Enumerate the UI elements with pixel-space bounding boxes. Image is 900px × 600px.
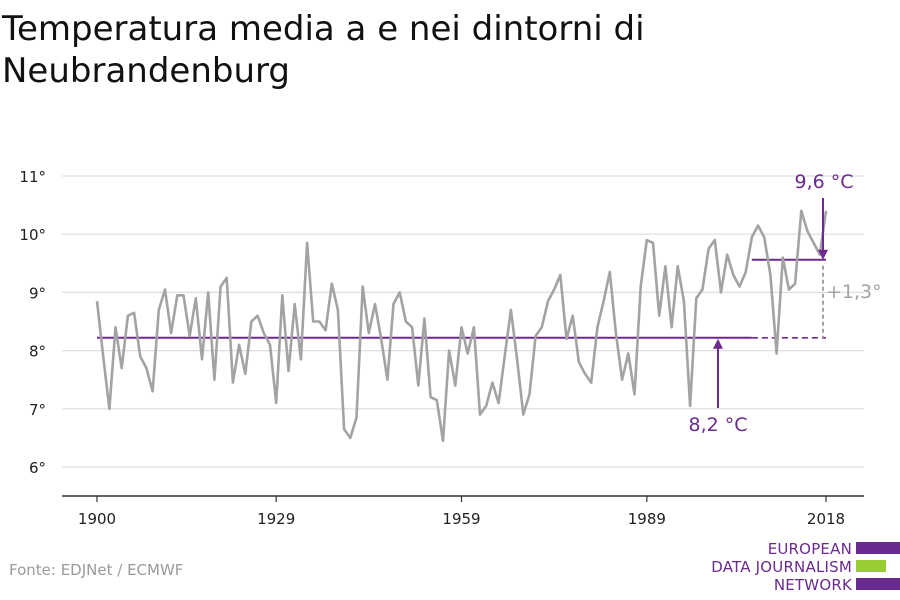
y-axis-ticks: 6° 7° 8° 9° 10° 11°	[19, 168, 46, 477]
logo-bar-purple-top	[856, 542, 900, 554]
logo-bar-purple-bottom	[856, 578, 900, 590]
annotation-mean-new: 9,6 °C	[794, 171, 853, 193]
x-tick-label: 1959	[442, 510, 480, 528]
x-tick-label: 2018	[807, 510, 845, 528]
y-tick-label: 8°	[29, 343, 46, 361]
y-tick-label: 7°	[29, 401, 46, 419]
temperature-series-line	[95, 209, 828, 443]
annotation-mean-old: 8,2 °C	[688, 414, 747, 436]
y-tick-label: 9°	[29, 284, 46, 302]
arrow-head-old	[713, 338, 723, 349]
y-tick-label: 6°	[29, 459, 46, 477]
logo-text-line-1: EUROPEAN	[767, 540, 852, 558]
logo-text-line-2: DATA JOURNALISM	[711, 558, 852, 576]
x-tick-label: 1900	[78, 510, 116, 528]
logo-bar-green	[856, 560, 886, 572]
x-tick-label: 1929	[257, 510, 295, 528]
grid-lines	[62, 175, 864, 468]
annotation-delta: +1,3°	[826, 281, 882, 303]
y-tick-label: 10°	[19, 226, 46, 244]
x-tick-label: 1989	[628, 510, 666, 528]
arrow-head-new	[818, 249, 828, 260]
page-title: Temperatura media a e nei dintorni di Ne…	[2, 8, 862, 92]
reference-lines	[97, 258, 826, 339]
edjnet-logo: EUROPEAN DATA JOURNALISM NETWORK	[700, 538, 900, 598]
y-tick-label: 11°	[19, 168, 46, 186]
title-line-1: Temperatura media a e nei dintorni di	[2, 9, 645, 49]
title-line-2: Neubrandenburg	[2, 51, 290, 91]
x-axis: 1900 1929 1959 1989 2018	[62, 495, 864, 528]
annotations: 9,6 °C 8,2 °C +1,3°	[688, 171, 881, 436]
logo-text-line-3: NETWORK	[773, 576, 852, 594]
source-credit: Fonte: EDJNet / ECMWF	[9, 561, 184, 579]
series-layer	[95, 209, 828, 443]
